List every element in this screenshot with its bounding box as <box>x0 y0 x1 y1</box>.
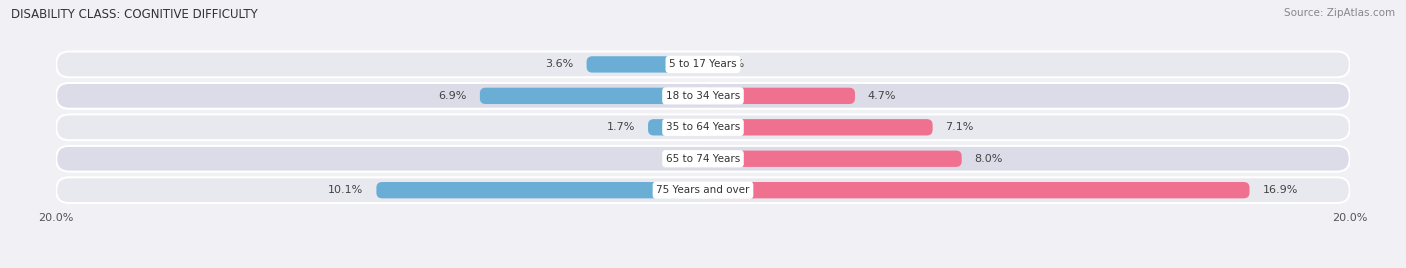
FancyBboxPatch shape <box>703 182 1250 198</box>
FancyBboxPatch shape <box>56 114 1350 140</box>
Text: 35 to 64 Years: 35 to 64 Years <box>666 122 740 132</box>
Text: 0.0%: 0.0% <box>716 59 744 69</box>
Text: 18 to 34 Years: 18 to 34 Years <box>666 91 740 101</box>
Text: 3.6%: 3.6% <box>546 59 574 69</box>
FancyBboxPatch shape <box>703 151 962 167</box>
FancyBboxPatch shape <box>688 151 703 167</box>
Text: 16.9%: 16.9% <box>1263 185 1298 195</box>
Text: 8.0%: 8.0% <box>974 154 1002 164</box>
Text: 65 to 74 Years: 65 to 74 Years <box>666 154 740 164</box>
FancyBboxPatch shape <box>586 56 703 73</box>
Text: 5 to 17 Years: 5 to 17 Years <box>669 59 737 69</box>
Text: DISABILITY CLASS: COGNITIVE DIFFICULTY: DISABILITY CLASS: COGNITIVE DIFFICULTY <box>11 8 257 21</box>
FancyBboxPatch shape <box>703 56 720 73</box>
Text: 4.7%: 4.7% <box>868 91 897 101</box>
FancyBboxPatch shape <box>56 83 1350 109</box>
Text: 0.0%: 0.0% <box>662 154 690 164</box>
Text: 75 Years and over: 75 Years and over <box>657 185 749 195</box>
Text: 1.7%: 1.7% <box>607 122 636 132</box>
Text: Source: ZipAtlas.com: Source: ZipAtlas.com <box>1284 8 1395 18</box>
FancyBboxPatch shape <box>703 119 932 135</box>
Text: 10.1%: 10.1% <box>328 185 363 195</box>
FancyBboxPatch shape <box>56 146 1350 172</box>
Text: 6.9%: 6.9% <box>439 91 467 101</box>
FancyBboxPatch shape <box>56 51 1350 77</box>
FancyBboxPatch shape <box>377 182 703 198</box>
Text: 7.1%: 7.1% <box>945 122 974 132</box>
FancyBboxPatch shape <box>56 177 1350 203</box>
FancyBboxPatch shape <box>479 88 703 104</box>
FancyBboxPatch shape <box>703 88 855 104</box>
FancyBboxPatch shape <box>648 119 703 135</box>
